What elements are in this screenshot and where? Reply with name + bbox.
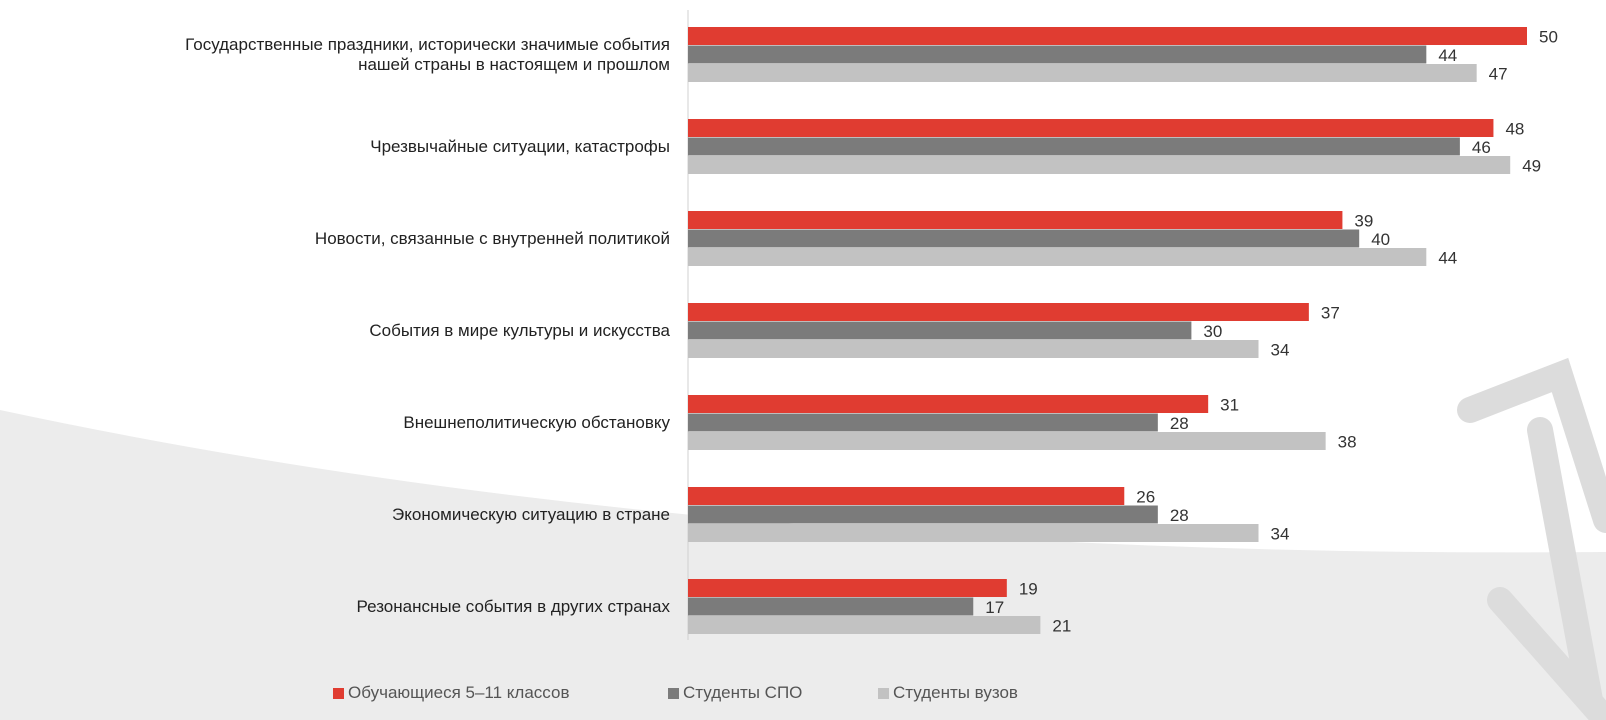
bar: [688, 27, 1527, 45]
value-label: 49: [1522, 157, 1541, 176]
legend-label: Обучающиеся 5–11 классов: [348, 683, 569, 703]
bar: [688, 322, 1191, 340]
category-label: Внешнеполитическую обстановку: [0, 413, 670, 433]
value-label: 48: [1505, 120, 1524, 139]
value-label: 44: [1438, 46, 1457, 65]
bar: [688, 487, 1124, 505]
value-label: 26: [1136, 488, 1155, 507]
page: 50 44 47 48 46 49 3940 44 37 30 34 31 28 38 26 28 34 19 17…: [0, 0, 1606, 720]
bar: [688, 46, 1426, 64]
value-label: 50: [1539, 28, 1558, 47]
bar: [688, 395, 1208, 413]
category-label: Чрезвычайные ситуации, катастрофы: [0, 137, 670, 157]
legend-item: Обучающиеся 5–11 классов: [333, 683, 569, 703]
value-label: 31: [1220, 396, 1239, 415]
legend-item: Студенты вузов: [878, 683, 1018, 703]
value-label: 34: [1271, 525, 1290, 544]
value-label: 34: [1271, 341, 1290, 360]
value-label: 39: [1354, 212, 1373, 231]
value-label: 47: [1489, 65, 1508, 84]
bar: [688, 303, 1309, 321]
category-label: Государственные праздники, исторически з…: [0, 35, 670, 75]
value-label: 46: [1472, 138, 1491, 157]
value-label: 30: [1203, 322, 1222, 341]
bar: [688, 432, 1326, 450]
category-label: Новости, связанные с внутренней политико…: [0, 229, 670, 249]
value-label: 21: [1052, 617, 1071, 636]
value-label: 37: [1321, 304, 1340, 323]
category-label: События в мире культуры и искусства: [0, 321, 670, 341]
bar: [688, 248, 1426, 266]
bar: [688, 230, 1359, 248]
bar: [688, 64, 1477, 82]
value-label: 40: [1371, 230, 1390, 249]
legend-swatch: [333, 688, 344, 699]
category-label: Резонансные события в других странах: [0, 597, 670, 617]
value-label: 44: [1438, 249, 1457, 268]
bar: [688, 340, 1259, 358]
legend-swatch: [878, 688, 889, 699]
bar: [688, 119, 1493, 137]
bar: [688, 138, 1460, 156]
background-shape: [0, 410, 1606, 720]
category-label: Экономическую ситуацию в стране: [0, 505, 670, 525]
legend-swatch: [668, 688, 679, 699]
bar: [688, 579, 1007, 597]
value-label: 28: [1170, 414, 1189, 433]
bar: [688, 616, 1040, 634]
legend-item: Студенты СПО: [668, 683, 802, 703]
value-label: 38: [1338, 433, 1357, 452]
bar: [688, 524, 1259, 542]
bar: [688, 414, 1158, 432]
bar: [688, 598, 973, 616]
value-label: 19: [1019, 580, 1038, 599]
bar: [688, 211, 1342, 229]
value-label: 17: [985, 598, 1004, 617]
value-label: 28: [1170, 506, 1189, 525]
legend-label: Студенты СПО: [683, 683, 802, 703]
bar: [688, 506, 1158, 524]
bar: [688, 156, 1510, 174]
legend-label: Студенты вузов: [893, 683, 1018, 703]
